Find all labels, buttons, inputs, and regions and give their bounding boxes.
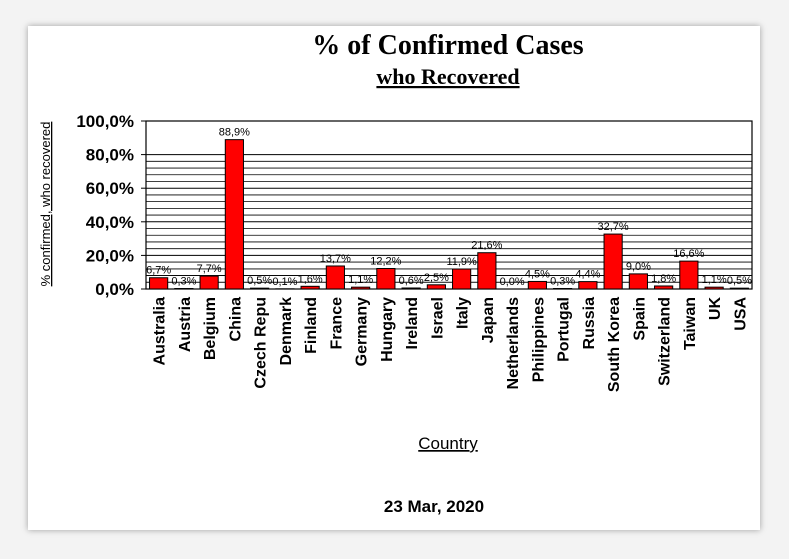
x-tick-label: France [328,297,345,350]
data-label: 13,7% [320,253,351,265]
data-label: 0,0% [500,276,525,288]
x-tick-label: Israel [429,297,446,339]
bar [578,281,598,290]
bar [300,285,320,290]
bar [325,265,345,290]
data-label: 1,1% [348,274,373,286]
bar [704,286,724,290]
x-tick-label: Italy [455,297,472,329]
x-tick-label: Hungary [379,297,396,362]
y-tick-label: 20,0% [86,246,134,265]
x-axis-label: Country [418,434,478,453]
plot-area [145,120,753,290]
recovery-bar-chart: % of Confirmed Cases who Recovered 0,0% 2… [38,30,753,516]
data-label: 4,4% [575,269,600,281]
x-tick-label: Austria [177,297,194,352]
date-footer: 23 Mar, 2020 [384,497,484,516]
data-label: 88,9% [219,127,250,139]
x-tick-label: Taiwan [682,297,699,350]
bar [654,285,674,290]
data-label: 0,5% [727,275,752,287]
x-tick-label: Australia [152,297,169,366]
y-axis-ticks: 0,0% 20,0% 40,0% 60,0% 80,0% 100,0% [76,112,146,299]
data-label: 7,7% [197,263,222,275]
x-axis-ticks: Australia Austria Belgium China Czech Repu De… [152,297,750,393]
x-tick-label: Belgium [202,297,219,360]
x-tick-label: Switzerland [657,297,674,386]
bar [553,287,573,290]
bars [149,139,749,290]
data-label: 2,5% [424,272,449,284]
x-tick-label: Portugal [556,297,573,362]
x-tick-label: China [227,297,244,342]
bar [376,268,396,290]
bar [426,284,446,290]
x-tick-label: South Korea [606,297,623,392]
data-label: 1,8% [651,273,676,285]
data-labels: 6,7%0,3%7,7%88,9%0,5% 0,1% 1,6%13,7%1,1%12… [146,127,752,288]
x-tick-label: USA [732,297,749,331]
data-label: 0,1% [272,276,297,288]
bar [224,139,244,290]
data-label: 0,5% [247,275,272,287]
data-label: 11,9% [446,256,477,268]
data-label: 32,7% [598,221,629,233]
bar [527,280,547,290]
bar [174,287,194,290]
data-label: 0,6% [399,275,424,287]
y-tick-label: 60,0% [86,179,134,198]
grid-lines [146,154,752,283]
data-label: 9,0% [626,261,651,273]
bar [679,260,699,290]
y-axis-label: % confirmed, who recovered [38,122,53,287]
x-tick-label: Ireland [404,297,421,349]
y-tick-label: 100,0% [76,112,134,131]
data-label: 21,6% [471,240,502,252]
x-tick-label: UK [707,297,724,321]
bar [628,273,648,290]
data-label: 0,3% [550,275,575,287]
y-tick-label: 40,0% [86,213,134,232]
data-label: 1,6% [298,273,323,285]
bar [199,275,219,290]
x-tick-label: Finland [303,297,320,354]
data-label: 6,7% [146,265,171,277]
x-tick-label: Japan [480,297,497,343]
data-label: 12,2% [370,256,401,268]
bar [729,287,749,290]
y-tick-label: 0,0% [95,280,134,299]
bar [250,287,270,290]
x-tick-label: Russia [581,297,598,350]
x-tick-label: Netherlands [505,297,522,390]
bar [351,286,371,290]
bar [149,277,169,290]
x-tick-label: Philippines [530,297,547,382]
y-tick-label: 80,0% [86,146,134,165]
chart-card: % of Confirmed Cases who Recovered 0,0% 2… [28,26,760,530]
bar [477,252,497,290]
data-label: 16,6% [673,248,704,260]
data-label: 0,3% [171,275,196,287]
bar [452,268,472,290]
chart-subtitle: who Recovered [376,64,519,89]
x-tick-label: Spain [631,297,648,341]
data-label: 1,1% [702,274,727,286]
bar [401,287,421,290]
x-tick-label: Germany [354,297,371,366]
x-tick-label: Denmark [278,297,295,366]
x-tick-label: Czech Repu [253,297,270,389]
bar [603,233,623,290]
chart-title: % of Confirmed Cases [312,30,584,61]
data-label: 4,5% [525,268,550,280]
